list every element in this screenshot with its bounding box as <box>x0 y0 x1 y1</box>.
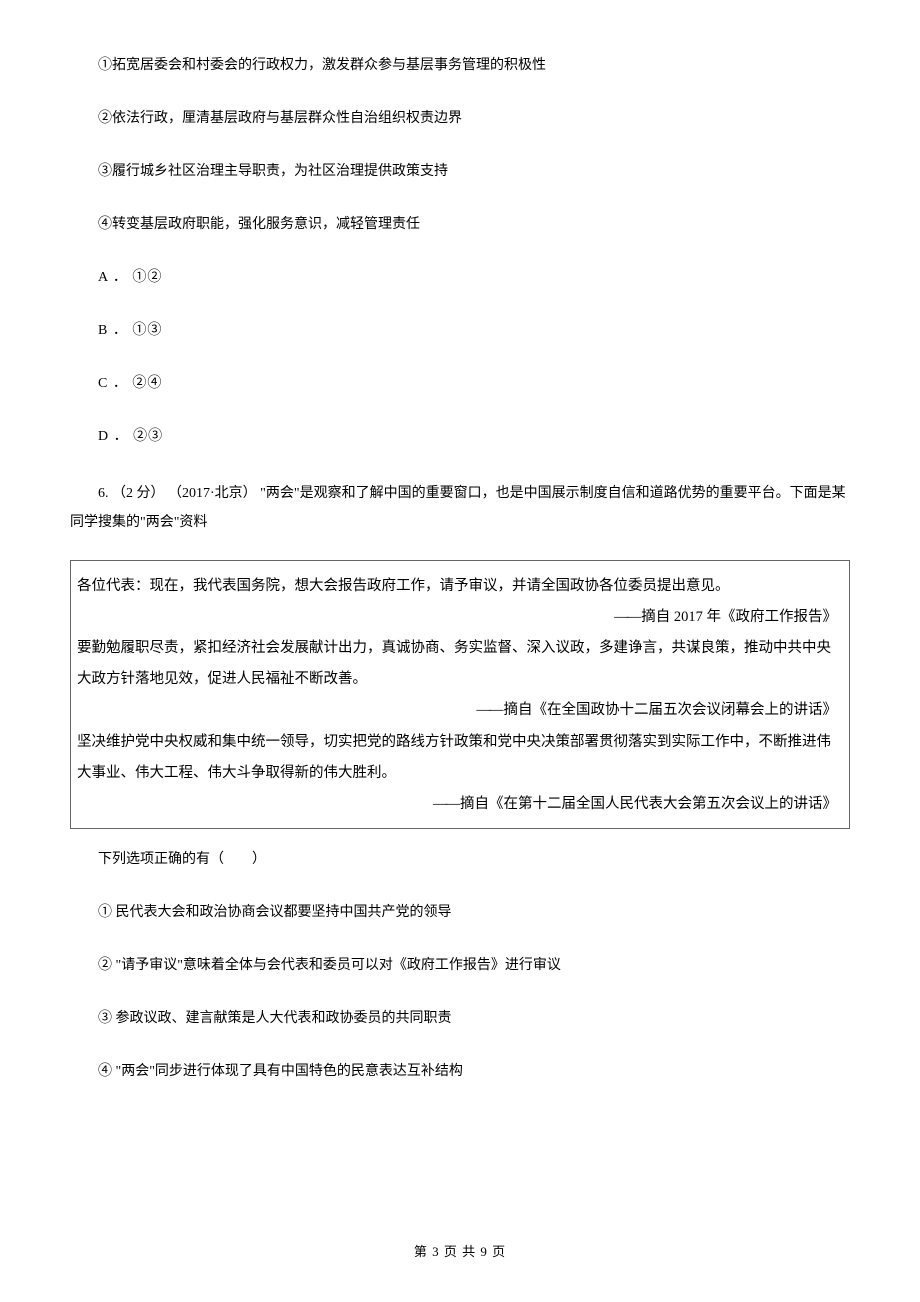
excerpt-source-3: ——摘自《在第十二届全国人民代表大会第五次会议上的讲话》 <box>77 789 843 820</box>
page-footer: 第 3 页 共 9 页 <box>0 1241 920 1260</box>
excerpt-source-2: ——摘自《在全国政协十二届五次会议闭幕会上的讲话》 <box>77 695 843 726</box>
statement-4: ④转变基层政府职能，强化服务意识，减轻管理责任 <box>70 214 850 235</box>
option-c: C ． ②④ <box>70 373 850 394</box>
q6-statement-2: ② "请予审议"意味着全体与会代表和委员可以对《政府工作报告》进行审议 <box>70 955 850 976</box>
source-text-3: 摘自《在第十二届全国人民代表大会第五次会议上的讲话》 <box>460 796 837 812</box>
source-text-2: 摘自《在全国政协十二届五次会议闭幕会上的讲话》 <box>504 702 838 718</box>
option-a: A ． ①② <box>70 267 850 288</box>
document-page: ①拓宽居委会和村委会的行政权力，激发群众参与基层事务管理的积极性 ②依法行政，厘… <box>0 0 920 1302</box>
source-dash: —— <box>477 702 502 718</box>
excerpt-paragraph-3: 坚决维护党中央权威和集中统一领导，切实把党的路线方针政策和党中央决策部署贯彻落实… <box>77 727 843 789</box>
question-6-prompt: 下列选项正确的有（ ） <box>70 849 850 870</box>
q6-statement-4: ④ "两会"同步进行体现了具有中国特色的民意表达互补结构 <box>70 1061 850 1082</box>
q6-statement-1: ① 民代表大会和政治协商会议都要坚持中国共产党的领导 <box>70 902 850 923</box>
option-b: B ． ①③ <box>70 320 850 341</box>
excerpt-paragraph-2: 要勤勉履职尽责，紧扣经济社会发展献计出力，真诚协商、务实监督、深入议政，多建诤言… <box>77 633 843 695</box>
statement-2: ②依法行政，厘清基层政府与基层群众性自治组织权责边界 <box>70 108 850 129</box>
excerpt-source-1: ——摘自 2017 年《政府工作报告》 <box>77 602 843 633</box>
statement-1: ①拓宽居委会和村委会的行政权力，激发群众参与基层事务管理的积极性 <box>70 55 850 76</box>
excerpt-box: 各位代表：现在，我代表国务院，想大会报告政府工作，请予审议，并请全国政协各位委员… <box>70 560 850 829</box>
q6-statement-3: ③ 参政议政、建言献策是人大代表和政协委员的共同职责 <box>70 1008 850 1029</box>
statement-3: ③履行城乡社区治理主导职责，为社区治理提供政策支持 <box>70 161 850 182</box>
source-dash: —— <box>614 609 639 625</box>
source-text-1: 摘自 2017 年《政府工作报告》 <box>641 609 837 625</box>
option-d: D ． ②③ <box>70 426 850 447</box>
source-dash: —— <box>433 796 458 812</box>
question-6-stem: 6. （2 分） （2017·北京） "两会"是观察和了解中国的重要窗口，也是中… <box>70 479 850 538</box>
excerpt-paragraph-1: 各位代表：现在，我代表国务院，想大会报告政府工作，请予审议，并请全国政协各位委员… <box>77 571 843 602</box>
